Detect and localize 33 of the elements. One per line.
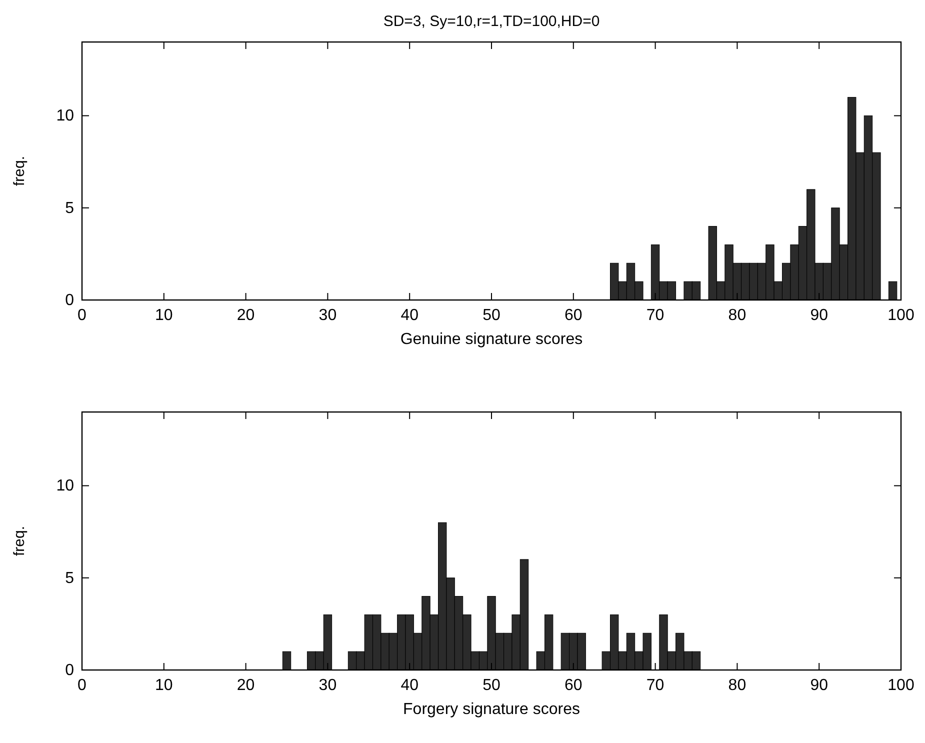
- x-tick-label: 0: [78, 307, 87, 324]
- x-tick-label: 60: [564, 307, 582, 324]
- y-tick-label: 0: [65, 292, 74, 309]
- y-tick-label: 0: [65, 662, 74, 679]
- x-tick-label: 40: [400, 677, 419, 694]
- x-tick-label: 90: [810, 677, 828, 694]
- x-tick-label: 100: [888, 677, 914, 694]
- y-tick-label: 5: [65, 200, 74, 217]
- y-axis-title: freq.: [11, 156, 28, 186]
- x-tick-label: 70: [646, 677, 664, 694]
- x-tick-label: 20: [236, 307, 255, 324]
- x-tick-label: 80: [728, 307, 746, 324]
- x-axis-title: Forgery signature scores: [403, 701, 580, 718]
- x-tick-label: 10: [155, 677, 173, 694]
- y-tick-label: 10: [56, 478, 74, 495]
- x-tick-label: 100: [888, 307, 914, 324]
- x-tick-label: 90: [810, 307, 828, 324]
- x-tick-label: 80: [728, 677, 746, 694]
- x-tick-label: 70: [646, 307, 664, 324]
- x-tick-label: 40: [400, 307, 419, 324]
- x-tick-label: 20: [236, 677, 255, 694]
- x-tick-label: 50: [482, 307, 500, 324]
- x-tick-label: 30: [318, 677, 337, 694]
- x-tick-label: 50: [482, 677, 500, 694]
- y-tick-label: 10: [56, 108, 74, 125]
- x-tick-label: 60: [564, 677, 582, 694]
- x-tick-label: 30: [318, 307, 337, 324]
- chart-title: SD=3, Sy=10,r=1,TD=100,HD=0: [383, 13, 600, 30]
- y-tick-label: 5: [65, 570, 74, 587]
- y-axis-title: freq.: [11, 526, 28, 556]
- x-tick-label: 0: [78, 677, 87, 694]
- x-axis-title: Genuine signature scores: [400, 331, 583, 348]
- x-tick-label: 10: [155, 307, 173, 324]
